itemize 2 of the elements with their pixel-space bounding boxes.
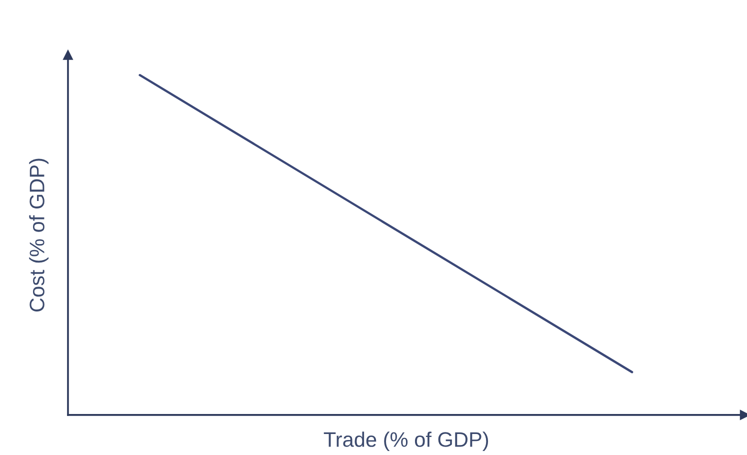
x-axis-title: Trade (% of GDP): [324, 432, 488, 452]
y-axis-title: Cost (% of GDP): [29, 158, 49, 312]
